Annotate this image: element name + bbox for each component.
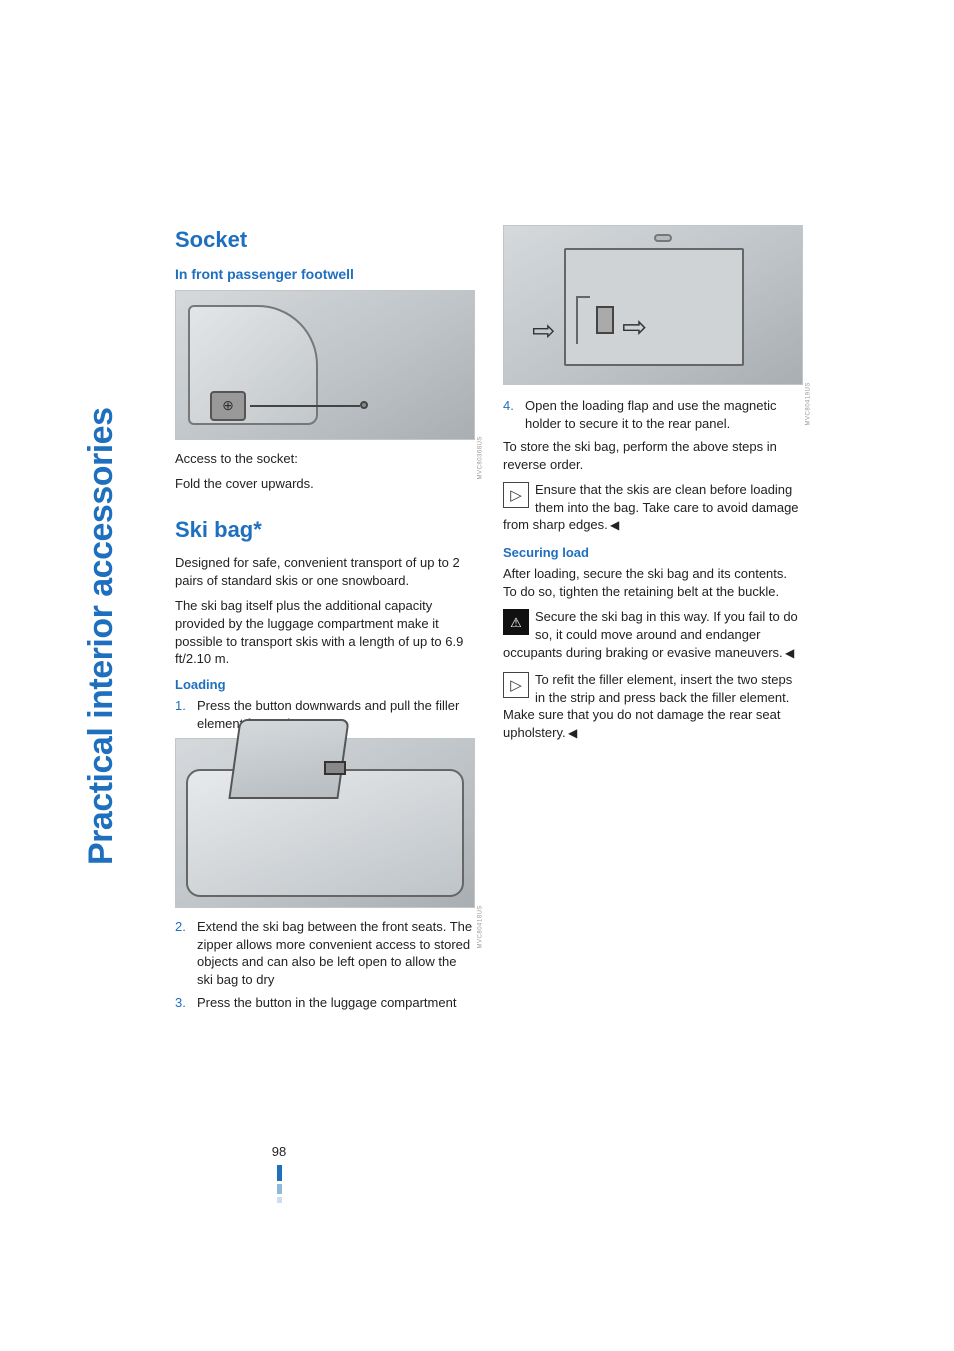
loading-step-4-list: 4. Open the loading flap and use the mag… (503, 397, 803, 432)
leader-dot (360, 401, 368, 409)
step-number: 1. (175, 697, 197, 732)
figure-id: MVC80368US (476, 437, 484, 480)
tip-text: To refit the filler element, insert the … (503, 672, 792, 740)
figure-footwell-socket: ⊕ MVC80368US (175, 290, 475, 440)
leader-line (250, 405, 360, 407)
content-columns: Socket In front passenger footwell ⊕ MVC… (175, 225, 874, 1018)
figure-luggage-flap: ⇨ ⇨ MVC80419US (503, 225, 803, 385)
end-mark-icon: ▶ (610, 517, 619, 533)
step-number: 2. (175, 918, 197, 988)
subheading-footwell: In front passenger footwell (175, 265, 475, 284)
tip-icon: ▷ (503, 482, 529, 508)
step-number: 3. (175, 994, 197, 1012)
footer-ornament-icon (270, 1165, 288, 1201)
socket-access-line2: Fold the cover upwards. (175, 475, 475, 493)
heading-socket: Socket (175, 225, 475, 255)
warning-icon: ⚠ (503, 609, 529, 635)
page-footer: 98 (270, 1144, 288, 1201)
loading-step-3: 3. Press the button in the luggage compa… (175, 994, 475, 1012)
figure-id: MVC80418US (476, 905, 484, 948)
column-left: Socket In front passenger footwell ⊕ MVC… (175, 225, 475, 1018)
panel-outline (564, 248, 744, 366)
securing-desc: After loading, secure the ski bag and it… (503, 565, 803, 600)
tip-clean-skis: ▷ Ensure that the skis are clean before … (503, 481, 803, 534)
step-number: 4. (503, 397, 525, 432)
figure-id: MVC80419US (804, 382, 812, 425)
arrow-icon: ⇨ (532, 312, 555, 350)
heading-skibag: Ski bag* (175, 515, 475, 545)
side-tab: Practical interior accessories (82, 225, 128, 865)
dash-outline (188, 305, 318, 425)
socket-icon: ⊕ (210, 391, 246, 421)
figure-skibag-seat: MVC80418US (175, 738, 475, 908)
store-reverse: To store the ski bag, perform the above … (503, 438, 803, 473)
tip-refit-filler: ▷ To refit the filler element, insert th… (503, 671, 803, 741)
subheading-securing: Securing load (503, 544, 803, 562)
end-mark-icon: ▶ (785, 645, 794, 661)
warning-text: Secure the ski bag in this way. If you f… (503, 609, 798, 659)
tip-icon: ▷ (503, 672, 529, 698)
loading-step-2: 2. Extend the ski bag between the front … (175, 918, 475, 988)
flap-button-icon (324, 761, 346, 775)
panel-button-icon (596, 306, 614, 334)
page: Practical interior accessories Socket In… (0, 0, 954, 1351)
step-text: Extend the ski bag between the front sea… (197, 918, 475, 988)
step-text: Open the loading flap and use the magnet… (525, 397, 803, 432)
panel-cut (576, 296, 590, 344)
loading-steps-bottom: 2. Extend the ski bag between the front … (175, 918, 475, 1012)
subheading-loading: Loading (175, 676, 475, 694)
page-number: 98 (270, 1144, 288, 1159)
loading-step-4: 4. Open the loading flap and use the mag… (503, 397, 803, 432)
column-right: ⇨ ⇨ MVC80419US 4. Open the loading flap … (503, 225, 803, 1018)
side-tab-label: Practical interior accessories (82, 408, 121, 866)
panel-notch (654, 234, 672, 242)
skibag-desc-2: The ski bag itself plus the additional c… (175, 597, 475, 667)
flap-outline (228, 719, 349, 799)
tip-text: Ensure that the skis are clean before lo… (503, 482, 799, 532)
step-text: Press the button in the luggage compartm… (197, 994, 456, 1012)
arrow-icon: ⇨ (622, 308, 647, 349)
end-mark-icon: ▶ (568, 725, 577, 741)
skibag-desc-1: Designed for safe, convenient transport … (175, 554, 475, 589)
socket-access-line1: Access to the socket: (175, 450, 475, 468)
warning-secure-bag: ⚠ Secure the ski bag in this way. If you… (503, 608, 803, 661)
